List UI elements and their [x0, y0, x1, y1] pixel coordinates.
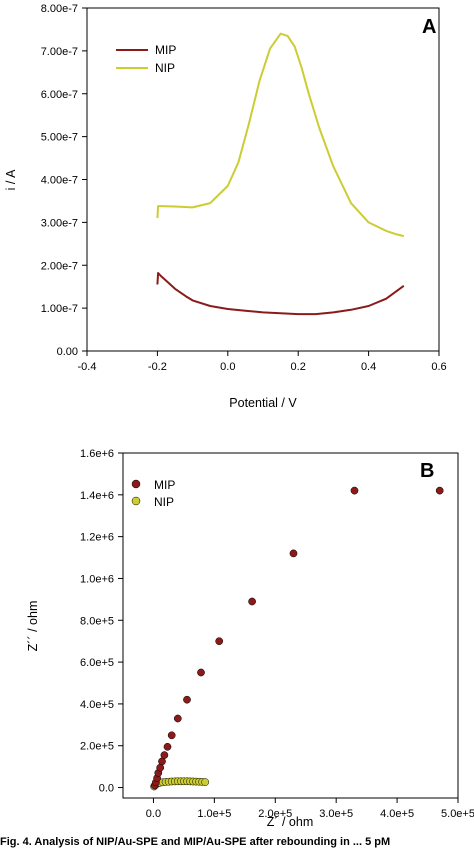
- y-tick-label-b: 1.6e+6: [80, 448, 114, 460]
- x-tick-label-a: -0.2: [148, 361, 167, 373]
- legend-label-mip-a: MIP: [155, 43, 176, 57]
- data-point-mip: [173, 714, 182, 723]
- y-tick-label-a: 5.00e-7: [41, 132, 78, 144]
- series-line-mip: [156, 272, 405, 316]
- x-axis-label-b: Z´ / ohm: [267, 815, 314, 829]
- axis-ticks-a: -0.4 -0.2 0.0 0.2 0.4 0.6 0.00 1.00e-7 2.00e-7 3.…: [41, 3, 447, 373]
- data-point-mip: [183, 695, 191, 704]
- y-tick-label-a: 0.00: [57, 346, 78, 358]
- data-point-mip: [215, 637, 224, 646]
- y-tick-label-a: 4.00e-7: [41, 175, 78, 187]
- x-tick-label-a: -0.4: [78, 361, 97, 373]
- series-a: [156, 32, 405, 316]
- y-tick-label-b: 1.0e+6: [80, 573, 114, 585]
- x-tick-label-b: 1.0e+5: [197, 808, 231, 820]
- figure-caption: Fig. 4. Analysis of NIP/Au-SPE and MIP/A…: [0, 836, 391, 848]
- y-tick-label-b: 2.0e+5: [80, 741, 114, 753]
- x-tick-label-b: 2.0e+5: [258, 808, 292, 820]
- data-point-mip: [197, 668, 205, 677]
- data-point-mip: [163, 742, 172, 751]
- y-tick-label-a: 8.00e-7: [41, 3, 78, 15]
- data-point-mip: [167, 731, 176, 740]
- panel-a: A Potential / V i / A MIP NIP -0.4 -0.2 0.…: [4, 3, 447, 410]
- y-tick-label-b: 1.4e+6: [80, 490, 114, 502]
- legend-marker-mip-b: [131, 479, 141, 489]
- panel-label-b: B: [420, 460, 434, 482]
- x-tick-label-b: 0.0: [146, 808, 161, 820]
- y-axis-label-a: i / A: [4, 169, 18, 191]
- y-tick-label-a: 1.00e-7: [41, 303, 78, 315]
- axis-ticks-b: 0.0 1.0e+5 2.0e+5 3.0e+5 4.0e+5 5.0e+5 0.0 2.0e…: [80, 448, 474, 820]
- y-tick-label-b: 0.0: [99, 783, 114, 795]
- series-b: [150, 486, 444, 791]
- data-point-nip: [201, 778, 210, 786]
- y-tick-label-a: 2.00e-7: [41, 260, 78, 272]
- x-tick-label-b: 4.0e+5: [380, 808, 414, 820]
- panel-label-a: A: [422, 16, 436, 38]
- y-tick-label-a: 7.00e-7: [41, 46, 78, 58]
- x-tick-label-b: 5.0e+5: [441, 808, 474, 820]
- legend-label-nip-b: NIP: [154, 495, 174, 509]
- legend-marker-nip-b: [131, 496, 141, 506]
- y-tick-label-b: 1.2e+6: [80, 532, 114, 544]
- data-point-mip: [248, 597, 256, 606]
- y-tick-label-a: 6.00e-7: [41, 89, 78, 101]
- x-axis-label-a: Potential / V: [229, 396, 297, 410]
- legend-a: MIP NIP: [116, 43, 176, 75]
- data-point-mip: [435, 486, 444, 495]
- series-line-nip: [156, 32, 405, 238]
- x-tick-label-a: 0.2: [291, 361, 306, 373]
- y-tick-label-b: 8.0e+5: [80, 615, 114, 627]
- x-tick-label-b: 3.0e+5: [319, 808, 353, 820]
- y-tick-label-b: 6.0e+5: [80, 657, 114, 669]
- legend-label-mip-b: MIP: [154, 478, 175, 492]
- x-tick-label-a: 0.4: [361, 361, 376, 373]
- data-point-mip: [289, 549, 298, 558]
- data-point-mip: [350, 486, 359, 495]
- y-tick-label-a: 3.00e-7: [41, 217, 78, 229]
- y-tick-label-b: 4.0e+5: [80, 699, 114, 711]
- panel-b: B Z´ / ohm Z´´ / ohm MIP NIP 0.0 1.0e+5 2.…: [26, 448, 474, 829]
- legend-b: MIP NIP: [131, 478, 175, 509]
- x-tick-label-a: 0.0: [220, 361, 235, 373]
- plot-frame-b: [122, 452, 459, 799]
- x-tick-label-a: 0.6: [431, 361, 446, 373]
- legend-label-nip-a: NIP: [155, 61, 175, 75]
- y-axis-label-b: Z´´ / ohm: [26, 601, 40, 652]
- data-point-mip: [160, 751, 169, 759]
